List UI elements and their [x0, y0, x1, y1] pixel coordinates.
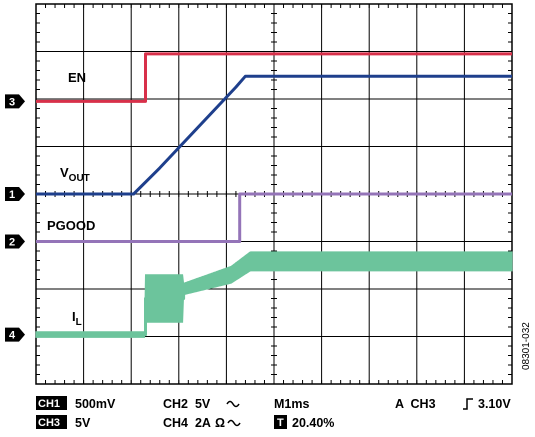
label-en: EN [68, 70, 86, 85]
ch3-scale: 5V [75, 416, 91, 430]
channel-marker-label: 1 [9, 189, 15, 201]
timebase: M1ms [274, 397, 309, 411]
channel-marker-3: 3 [5, 94, 25, 109]
trigger-level: 3.10V [478, 397, 511, 411]
ch1-tag: CH1 [38, 398, 60, 410]
ch3-tag: CH3 [38, 417, 60, 429]
trace-0-line [36, 52, 512, 103]
trace-3-envelope [35, 251, 513, 338]
channel-marker-label: 3 [9, 96, 15, 108]
ch2-bandwidth-icon [226, 400, 240, 408]
label-il: IL [72, 309, 82, 328]
ch1-tag-box [36, 396, 67, 410]
channel-markers: 3 1 2 4 [5, 94, 25, 342]
ch3-tag-box [36, 415, 67, 429]
trace-3-line [36, 259, 512, 337]
trigger-tag: T [277, 417, 284, 429]
scope-traces [35, 52, 513, 338]
ch4-bandwidth-icon [227, 419, 241, 427]
figure-id: 08301-032 [521, 322, 532, 370]
ch2-scale: CH2 5V [163, 397, 211, 411]
ch4-scale: CH4 2A [163, 416, 211, 430]
rising-edge-icon [463, 398, 473, 410]
trace-2-line [36, 192, 512, 243]
ch4-ohm: Ω [215, 416, 225, 430]
trace-1-line [36, 74, 512, 196]
channel-marker-4: 4 [5, 327, 25, 342]
trigger-position: 20.40% [292, 416, 334, 430]
scope-graticule [35, 3, 513, 385]
channel-marker-2: 2 [5, 234, 25, 249]
channel-marker-label: 4 [9, 330, 16, 342]
trigger-tag-box [274, 415, 287, 429]
trigger-source: A CH3 [395, 397, 436, 411]
label-vout: VOUT [60, 165, 90, 184]
label-pgood: PGOOD [47, 218, 95, 233]
ch1-scale: 500mV [75, 397, 116, 411]
channel-marker-1: 1 [5, 187, 25, 201]
channel-marker-label: 2 [9, 237, 15, 249]
